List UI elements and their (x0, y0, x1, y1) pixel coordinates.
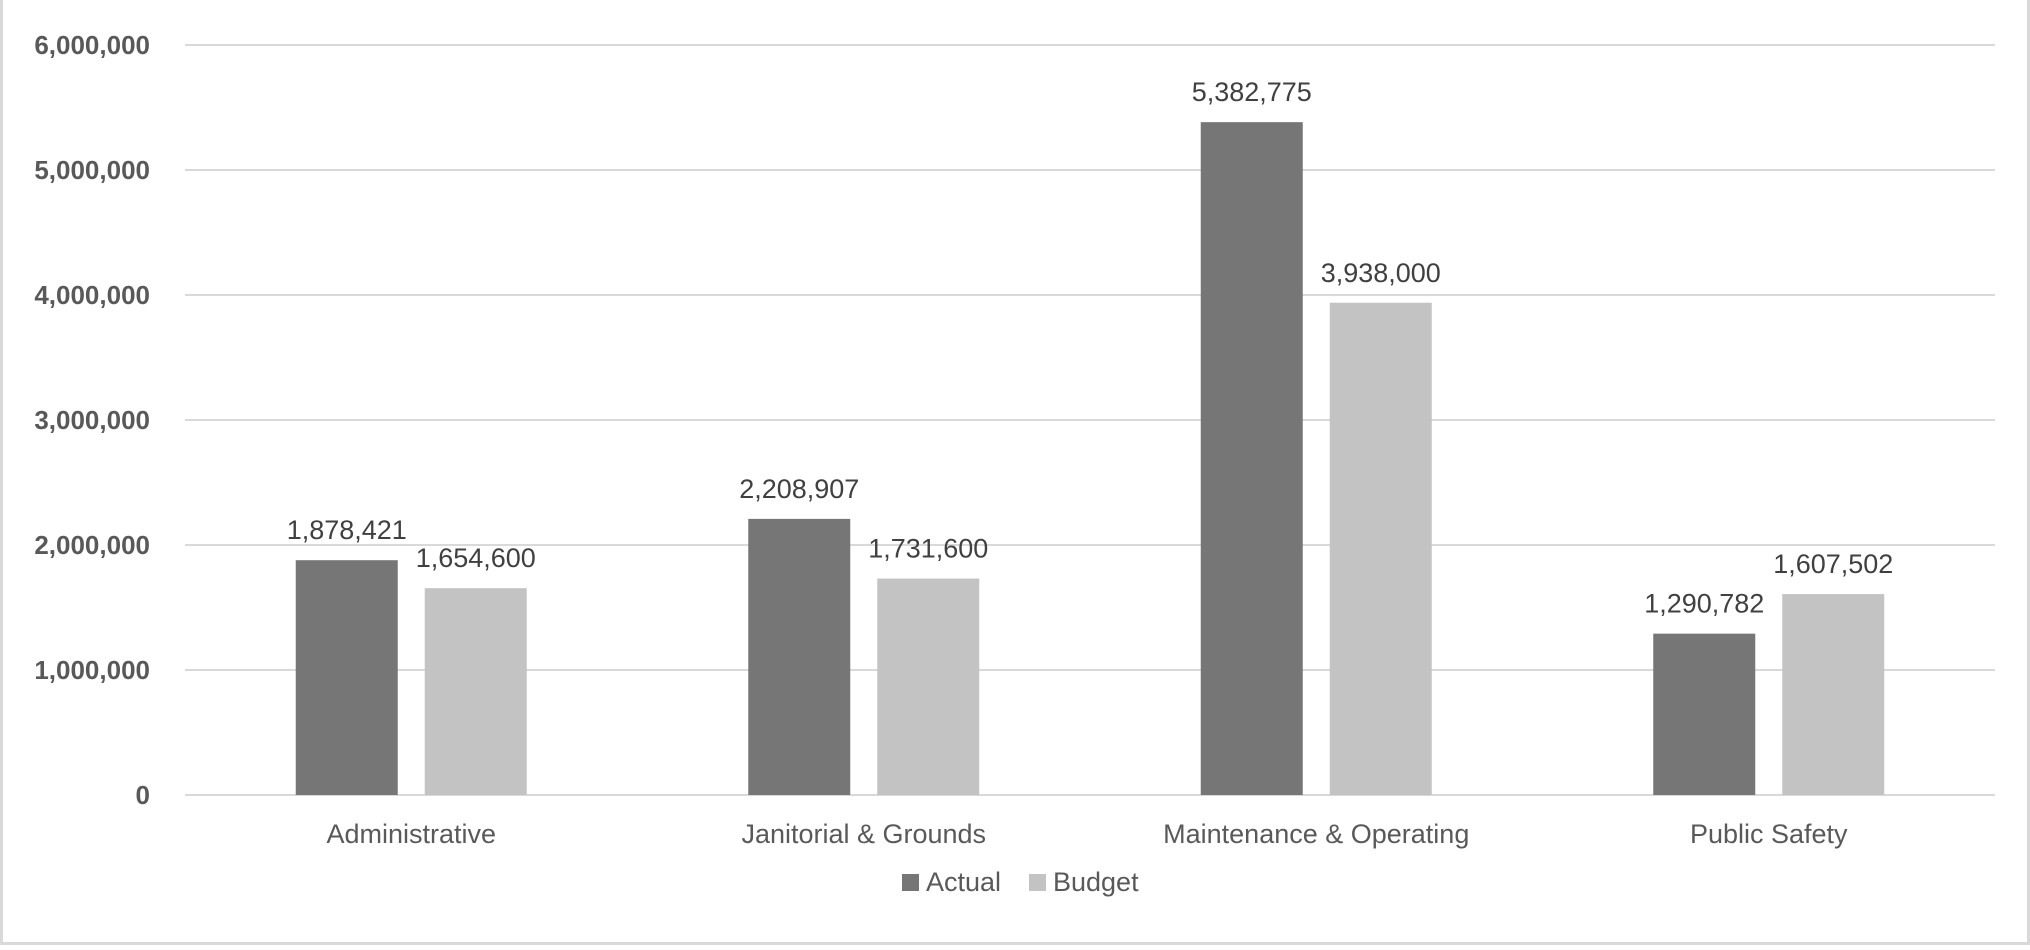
data-label-budget-2: 3,938,000 (1321, 258, 1441, 288)
data-label-budget-1: 1,731,600 (868, 534, 988, 564)
data-label-budget-0: 1,654,600 (416, 543, 536, 573)
x-tick-label: Administrative (326, 819, 496, 849)
bar-budget-0 (424, 588, 527, 795)
legend-swatch-budget (1029, 874, 1046, 891)
y-tick-label: 3,000,000 (34, 405, 150, 435)
x-tick-label: Public Safety (1690, 819, 1848, 849)
bar-actual-3 (1653, 633, 1756, 795)
x-tick-label: Maintenance & Operating (1163, 819, 1469, 849)
y-tick-label: 0 (136, 780, 150, 810)
bar-actual-1 (748, 518, 851, 795)
y-tick-label: 4,000,000 (34, 280, 150, 310)
bar-actual-0 (295, 560, 398, 795)
bar-budget-2 (1329, 302, 1432, 795)
bar-chart: 0 1,000,000 2,000,000 3,000,000 4,000,000 5,0… (34, 30, 1995, 897)
y-tick-label: 1,000,000 (34, 655, 150, 685)
y-axis-ticks: 0 1,000,000 2,000,000 3,000,000 4,000,000 5,0… (34, 30, 150, 810)
y-tick-label: 6,000,000 (34, 30, 150, 60)
data-label-actual-2: 5,382,775 (1192, 77, 1312, 107)
legend: Actual Budget (902, 867, 1139, 897)
bar-actual-2 (1200, 122, 1303, 795)
bar-budget-1 (877, 578, 980, 795)
y-tick-label: 2,000,000 (34, 530, 150, 560)
data-label-actual-3: 1,290,782 (1644, 589, 1764, 619)
x-axis-ticks: Administrative Janitorial & Grounds Mainte… (326, 819, 1848, 849)
data-labels: 1,878,421 1,654,600 2,208,907 1,731,600 5,38… (287, 77, 1894, 618)
legend-label-budget: Budget (1053, 867, 1139, 897)
data-label-actual-0: 1,878,421 (287, 515, 407, 545)
legend-label-actual: Actual (926, 867, 1001, 897)
legend-swatch-actual (902, 874, 919, 891)
y-tick-label: 5,000,000 (34, 155, 150, 185)
bars (295, 122, 1885, 795)
data-label-budget-3: 1,607,502 (1773, 549, 1893, 579)
bar-budget-3 (1782, 594, 1885, 795)
x-tick-label: Janitorial & Grounds (741, 819, 986, 849)
data-label-actual-1: 2,208,907 (739, 474, 859, 504)
